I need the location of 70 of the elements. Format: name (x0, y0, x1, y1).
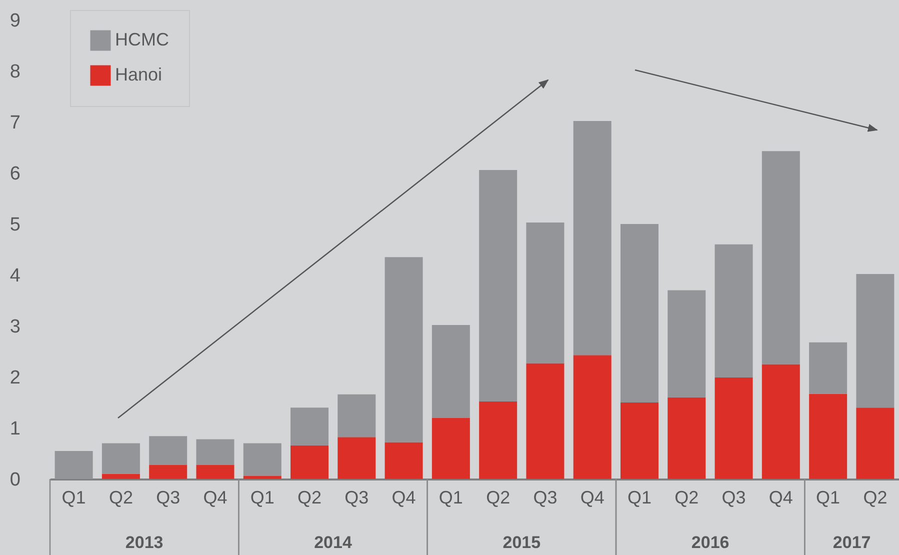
bar (54, 450, 93, 479)
y-tick-label: 3 (10, 316, 20, 338)
bar (149, 436, 188, 465)
bar (196, 464, 234, 479)
x-tick-label: Q2 (674, 488, 699, 508)
bar (762, 364, 800, 479)
text: 2014 (314, 533, 352, 553)
text: 2016 (691, 533, 730, 553)
bar (432, 418, 470, 479)
x-tick-label: Q2 (486, 488, 510, 508)
bar (856, 408, 894, 479)
bar (102, 443, 140, 474)
bar (573, 120, 612, 356)
y-tick-label: 7 (10, 112, 20, 134)
bar (290, 408, 329, 446)
legend-label: HCMC (115, 30, 169, 50)
bar (526, 222, 564, 364)
x-tick-label: Q4 (203, 488, 228, 508)
bar (668, 397, 706, 479)
y-tick-label: 8 (10, 62, 20, 82)
bar (102, 474, 140, 479)
bar (856, 274, 894, 408)
bar (243, 443, 282, 476)
bar (479, 401, 518, 479)
bar (290, 445, 329, 479)
y-tick-label: 2 (10, 368, 20, 388)
y-tick-label: 5 (10, 214, 20, 236)
x-tick-label: Q1 (816, 488, 840, 508)
bar (809, 342, 848, 394)
bar (338, 437, 376, 479)
bar (338, 394, 376, 438)
bar (573, 355, 612, 479)
x-tick-label: Q1 (62, 488, 86, 508)
x-tick-label: Q3 (533, 488, 558, 508)
bar (479, 170, 518, 402)
bar (762, 151, 800, 364)
x-tick-label: Q3 (344, 488, 369, 508)
x-tick-label: Q4 (392, 488, 416, 508)
bar (384, 257, 423, 442)
y-tick-label: 0 (10, 470, 20, 490)
bar (149, 464, 188, 479)
bar (432, 324, 470, 418)
bar (384, 442, 423, 479)
x-tick-label: Q3 (156, 488, 180, 508)
bar (668, 290, 706, 398)
y-tick-label: 1 (10, 418, 20, 440)
x-tick-label: Q2 (108, 488, 133, 508)
legend-label: Hanoi (115, 64, 162, 84)
x-tick-label: Q2 (298, 488, 322, 508)
x-tick-label: Q1 (627, 488, 652, 508)
bar (196, 439, 234, 465)
x-tick-label: Q1 (438, 488, 463, 508)
y-tick-label: 6 (10, 164, 20, 184)
bar (714, 244, 753, 378)
bar (243, 476, 282, 479)
bar (714, 378, 753, 479)
text: 2015 (502, 533, 541, 553)
bar (526, 363, 564, 479)
bar (809, 394, 848, 479)
x-tick-label: Q3 (722, 488, 746, 508)
y-tick-label: 9 (10, 10, 20, 32)
x-tick-label: Q1 (250, 488, 274, 508)
x-tick-label: Q4 (768, 488, 793, 508)
bar (620, 224, 658, 402)
text: 2013 (125, 533, 164, 553)
bar (620, 402, 658, 479)
x-tick-label: Q2 (863, 488, 888, 508)
y-tick-label: 4 (10, 266, 21, 286)
text: 2017 (832, 533, 871, 553)
x-tick-label: Q4 (580, 488, 604, 508)
